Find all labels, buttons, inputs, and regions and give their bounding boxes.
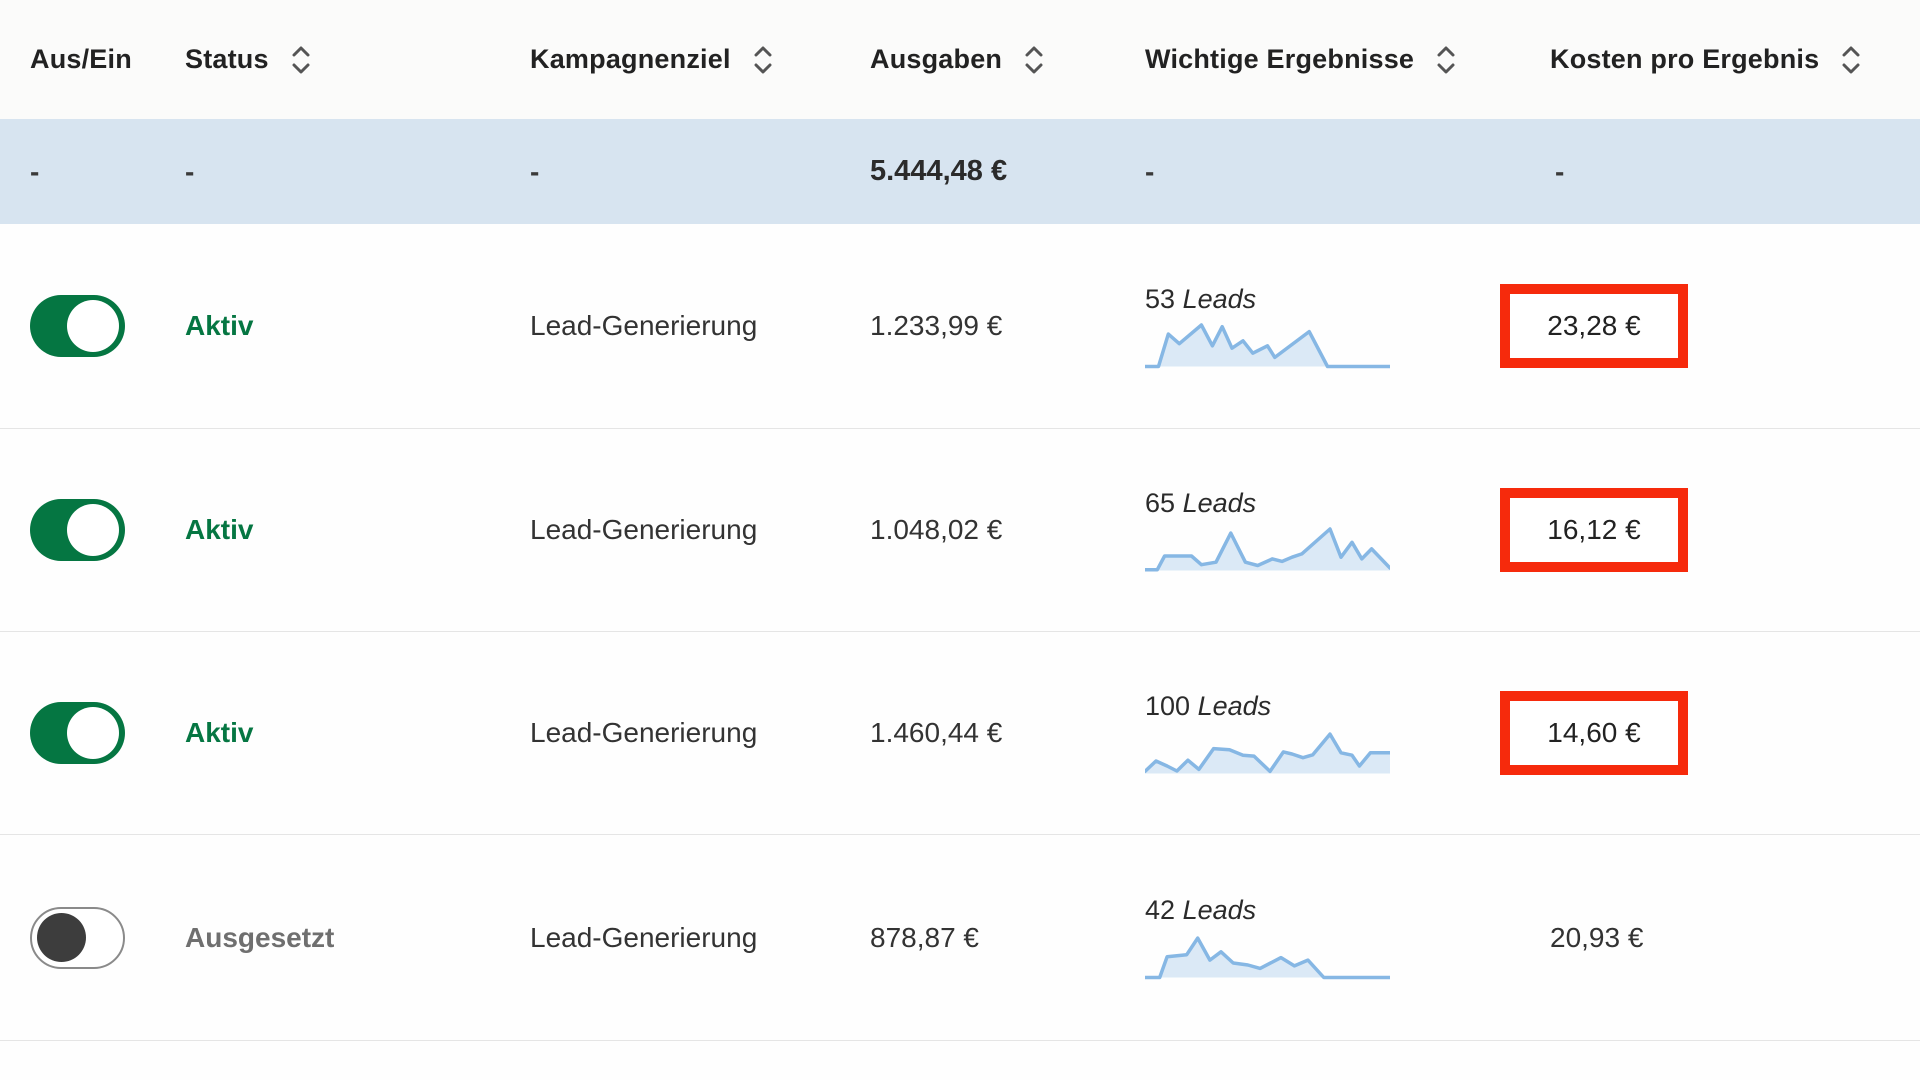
leads-sparkline	[1143, 525, 1392, 573]
campaign-objective: Lead-Generierung	[530, 717, 758, 748]
column-label: Kosten pro Ergebnis	[1550, 44, 1820, 74]
column-header-status[interactable]: Status	[185, 44, 530, 76]
spend-value: 1.233,99 €	[870, 310, 1003, 341]
campaign-toggle[interactable]	[30, 295, 125, 357]
toggle-knob	[67, 300, 119, 352]
status-badge: Aktiv	[185, 514, 254, 545]
spend-value: 878,87 €	[870, 921, 979, 953]
leads-label: 65 Leads	[1145, 487, 1257, 518]
column-label: Aus/Ein	[30, 44, 132, 74]
column-label: Ausgaben	[870, 44, 1003, 74]
spend-value: 1.048,02 €	[870, 514, 1003, 545]
sort-chevrons-icon[interactable]	[1839, 44, 1863, 76]
summary-spend-total: 5.444,48 €	[870, 155, 1008, 187]
summary-toggle: -	[30, 155, 40, 187]
cost-value: 16,12 €	[1547, 514, 1641, 545]
toggle-cell	[0, 702, 185, 764]
status-badge: Ausgesetzt	[185, 921, 335, 953]
campaign-row: Aktiv Lead-Generierung 1.233,99 € 53 Lea…	[0, 224, 1920, 429]
campaign-objective: Lead-Generierung	[530, 921, 758, 953]
column-header-cost[interactable]: Kosten pro Ergebnis	[1545, 44, 1920, 76]
summary-row: - - - 5.444,48 € - -	[0, 119, 1920, 224]
key-results: 42 Leads	[1143, 895, 1545, 980]
cost-value: 23,28 €	[1547, 310, 1641, 341]
leads-sparkline	[1143, 932, 1392, 980]
spend-value: 1.460,44 €	[870, 717, 1003, 748]
campaign-objective: Lead-Generierung	[530, 310, 758, 341]
sort-chevrons-icon[interactable]	[751, 44, 775, 76]
summary-objective: -	[530, 155, 540, 187]
cost-cell: 23,28 €	[1500, 284, 1920, 368]
toggle-knob	[37, 912, 86, 962]
column-header-objective[interactable]: Kampagnenziel	[530, 44, 870, 76]
leads-label: 42 Leads	[1145, 895, 1257, 925]
campaign-toggle[interactable]	[30, 499, 125, 561]
sort-chevrons-icon[interactable]	[1022, 44, 1046, 76]
leads-sparkline	[1143, 728, 1392, 776]
leads-label: 100 Leads	[1145, 690, 1272, 721]
campaign-row: Aktiv Lead-Generierung 1.048,02 € 65 Lea…	[0, 429, 1920, 632]
column-label: Kampagnenziel	[530, 44, 731, 74]
campaign-row: Aktiv Lead-Generierung 1.460,44 € 100 Le…	[0, 632, 1920, 835]
cost-value: 14,60 €	[1547, 717, 1641, 748]
toggle-knob	[67, 707, 119, 759]
cost-highlight-box: 14,60 €	[1500, 691, 1688, 775]
column-header-spend[interactable]: Ausgaben	[870, 44, 1145, 76]
key-results: 65 Leads	[1143, 487, 1545, 573]
sort-chevrons-icon[interactable]	[289, 44, 313, 76]
column-header-results[interactable]: Wichtige Ergebnisse	[1145, 44, 1545, 76]
leads-label: 53 Leads	[1145, 283, 1257, 314]
column-label: Status	[185, 44, 269, 74]
key-results: 53 Leads	[1143, 283, 1545, 369]
table-header-row: Aus/Ein Status Kampagnenziel Ausgaben Wi…	[0, 0, 1920, 119]
toggle-cell	[0, 906, 185, 969]
cost-highlight-box: 23,28 €	[1500, 284, 1688, 368]
summary-results: -	[1145, 155, 1155, 187]
campaign-objective: Lead-Generierung	[530, 514, 758, 545]
cost-value: 20,93 €	[1550, 921, 1644, 953]
sort-chevrons-icon[interactable]	[1434, 44, 1458, 76]
campaign-toggle[interactable]	[30, 906, 125, 969]
key-results: 100 Leads	[1143, 690, 1545, 776]
toggle-cell	[0, 295, 185, 357]
cost-cell: 14,60 €	[1500, 691, 1920, 775]
column-header-toggle: Aus/Ein	[0, 44, 185, 75]
toggle-cell	[0, 499, 185, 561]
leads-sparkline	[1143, 321, 1392, 369]
cost-cell: 16,12 €	[1500, 488, 1920, 572]
cost-highlight-box: 16,12 €	[1500, 488, 1688, 572]
column-label: Wichtige Ergebnisse	[1145, 44, 1415, 74]
summary-status: -	[185, 155, 195, 187]
cost-cell: 20,93 €	[1545, 922, 1920, 954]
partial-next-row	[0, 1041, 1920, 1080]
status-badge: Aktiv	[185, 717, 254, 748]
toggle-knob	[67, 504, 119, 556]
status-badge: Aktiv	[185, 310, 254, 341]
summary-cost: -	[1555, 155, 1565, 187]
campaign-toggle[interactable]	[30, 702, 125, 764]
campaign-row: Ausgesetzt Lead-Generierung 878,87 € 42 …	[0, 835, 1920, 1041]
